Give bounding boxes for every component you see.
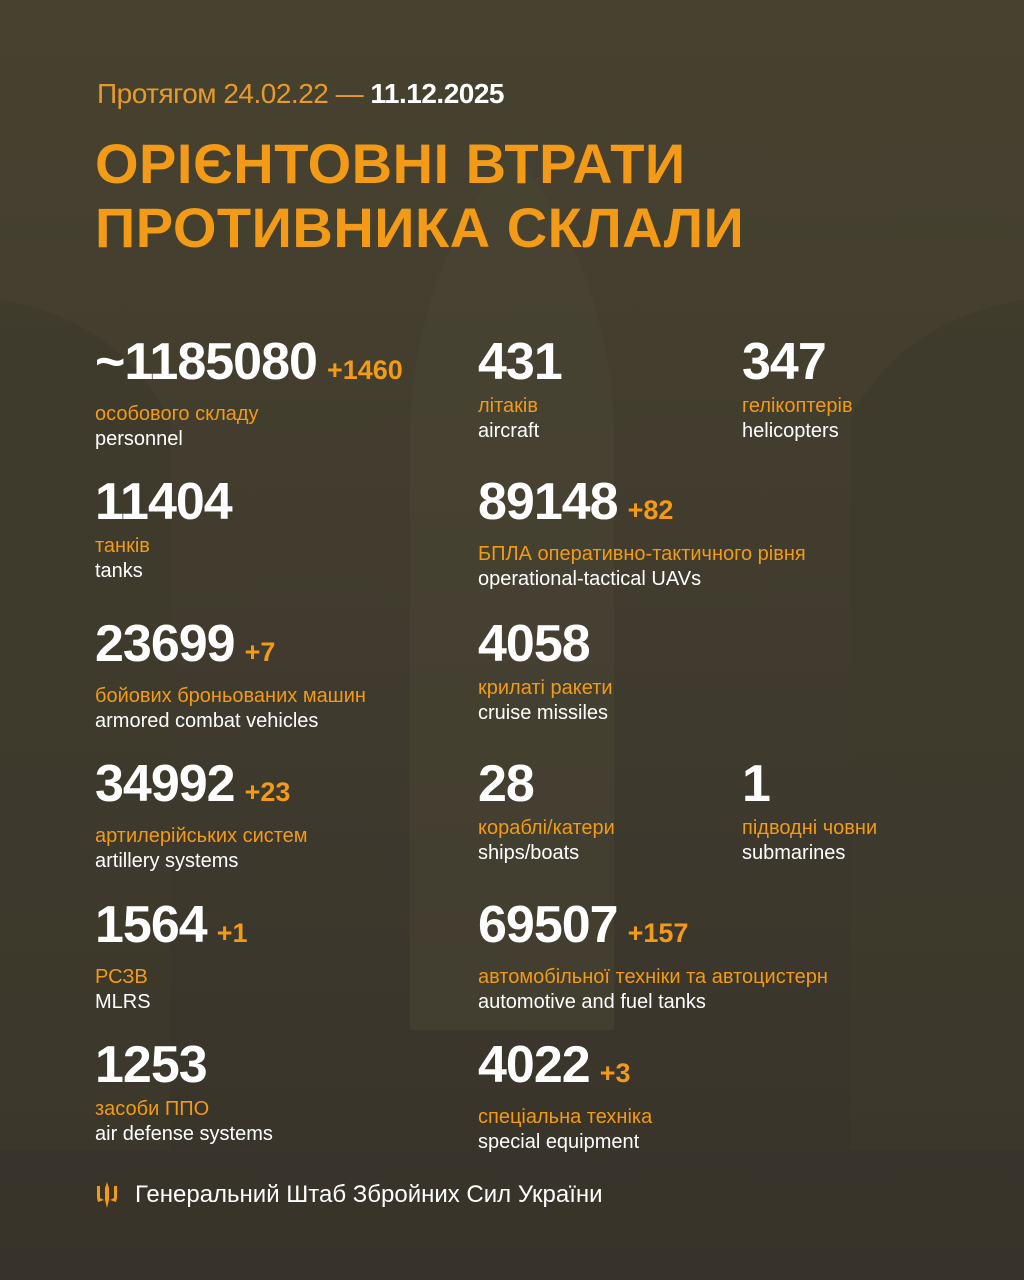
stat-number: 89148 (478, 473, 619, 531)
stat-label-ua: підводні човни (742, 817, 878, 839)
footer-org: Генеральний Штаб Збройних Сил України (135, 1181, 603, 1208)
stat-label-ua: засоби ППО (95, 1098, 210, 1120)
stat-number: 347 (742, 333, 827, 391)
stat-label-en: automotive and fuel tanks (478, 991, 706, 1013)
stat-number: 4058 (478, 615, 591, 673)
stat-label-ua: артилерійських систем (95, 825, 308, 847)
stat-delta: +3 (599, 1058, 631, 1088)
stat-item: 1253 засоби ППО air defense systems (95, 1038, 273, 1146)
stat-label-en: operational-tactical UAVs (478, 568, 702, 590)
stat-label-en: cruise missiles (478, 702, 609, 724)
stat-item: 11404 танків tanks (95, 473, 233, 583)
stat-value: 69507 +157 (478, 898, 828, 960)
stat-item: 4058 крилаті ракети cruise missiles (478, 617, 613, 725)
stats-row: 1564 +1 РСЗВ MLRS 69507 +157 автомобільної тех… (0, 898, 1024, 1018)
stat-label-en: artillery systems (95, 850, 239, 872)
stat-number: 28 (478, 755, 535, 813)
stat-label-en: armored combat vehicles (95, 710, 319, 732)
stat-item: 431 літаків aircraft (478, 333, 563, 443)
stat-item: 28 кораблі/катери ships/boats (478, 757, 615, 865)
stat-item: 347 гелікоптерів helicopters (742, 335, 853, 443)
stat-number: 1564 (95, 896, 208, 954)
stat-label-ua: гелікоптерів (742, 395, 853, 417)
stat-number: 34992 (95, 755, 236, 813)
trident-icon (97, 1182, 117, 1208)
stat-value: 23699 +7 (95, 617, 366, 679)
stat-label-ua: РСЗВ (95, 966, 148, 988)
stat-label-en: ships/boats (478, 842, 580, 864)
stat-number: 23699 (95, 615, 236, 673)
stat-item: 34992 +23 артилерійських систем artillery s… (95, 757, 308, 873)
stat-number: 69507 (478, 896, 619, 954)
stat-delta: +23 (244, 777, 291, 807)
stat-value: 431 (478, 333, 563, 391)
stat-label-ua: бойових броньованих машин (95, 685, 366, 707)
title-line-1: ОРІЄНТОВНІ ВТРАТИ (95, 132, 686, 195)
stat-value: 1253 (95, 1038, 273, 1092)
stat-label-ua: автомобільної техніки та автоцистерн (478, 966, 828, 988)
stat-number: 1 (742, 755, 771, 813)
period: Протягом 24.02.22 — 11.12.2025 (97, 78, 504, 110)
stat-label-en: submarines (742, 842, 846, 864)
stat-number: 431 (478, 333, 563, 391)
stat-label-en: aircraft (478, 420, 540, 442)
stat-item: 1 підводні човни submarines (742, 757, 877, 865)
stat-value: 4058 (478, 617, 613, 671)
stat-item: 4022 +3 спеціальна техніка special equipmen… (478, 1038, 652, 1154)
stat-delta: +82 (627, 495, 674, 525)
stat-number: 4022 (478, 1036, 591, 1094)
stat-label-en: tanks (95, 560, 143, 582)
stats-row: 34992 +23 артилерійських систем artillery s… (0, 757, 1024, 877)
stat-label-ua: спеціальна техніка (478, 1106, 653, 1128)
stats-row: 1253 засоби ППО air defense systems 4022 +3 с… (0, 1038, 1024, 1158)
stat-delta: +1460 (326, 355, 403, 385)
stat-label-en: helicopters (742, 420, 839, 442)
stat-value: 34992 +23 (95, 757, 308, 819)
stat-number: 1253 (95, 1036, 208, 1094)
title-line-2: ПРОТИВНИКА СКЛАЛИ (95, 196, 745, 259)
stat-value: 89148 +82 (478, 475, 806, 537)
stats-row: ~1185080 +1460 особового складу personnel 43… (0, 335, 1024, 455)
stat-label-ua: особового складу (95, 403, 259, 425)
stat-number: ~1185080 (95, 333, 318, 391)
stat-delta: +157 (627, 918, 689, 948)
footer: Генеральний Штаб Збройних Сил України (95, 1180, 603, 1210)
stat-label-ua: літаків (478, 395, 538, 417)
page-title: ОРІЄНТОВНІ ВТРАТИ ПРОТИВНИКА СКЛАЛИ (95, 132, 744, 260)
stat-value: ~1185080 +1460 (95, 335, 403, 397)
stat-label-en: air defense systems (95, 1123, 273, 1145)
stat-delta: +7 (244, 637, 276, 667)
stat-item: 1564 +1 РСЗВ MLRS (95, 898, 247, 1014)
stat-label-ua: БПЛА оперативно-тактичного рівня (478, 543, 806, 565)
stat-label-ua: танків (95, 535, 150, 557)
stat-label-en: special equipment (478, 1131, 640, 1153)
stat-label-ua: кораблі/катери (478, 817, 615, 839)
stat-number: 11404 (95, 473, 233, 531)
stats-row: 23699 +7 бойових броньованих машин armored … (0, 617, 1024, 737)
stat-value: 347 (742, 335, 853, 389)
stat-item: 89148 +82 БПЛА оперативно-тактичного рівня… (478, 475, 806, 591)
stat-value: 1564 +1 (95, 898, 247, 960)
stats-row: 11404 танків tanks 89148 +82 БПЛА оперативно-… (0, 475, 1024, 595)
period-date: 11.12.2025 (370, 78, 504, 109)
stat-item: 69507 +157 автомобільної техніки та автоци… (478, 898, 828, 1014)
stat-value: 11404 (95, 473, 233, 531)
stat-item: ~1185080 +1460 особового складу personnel (95, 335, 403, 451)
stat-value: 28 (478, 757, 615, 811)
stat-item: 23699 +7 бойових броньованих машин armored … (95, 617, 366, 733)
stat-delta: +1 (216, 918, 248, 948)
stat-value: 4022 +3 (478, 1038, 652, 1100)
stat-label-ua: крилаті ракети (478, 677, 613, 699)
stat-value: 1 (742, 757, 877, 811)
period-prefix: Протягом 24.02.22 — (97, 78, 364, 109)
stat-label-en: MLRS (95, 991, 151, 1013)
stat-label-en: personnel (95, 428, 183, 450)
